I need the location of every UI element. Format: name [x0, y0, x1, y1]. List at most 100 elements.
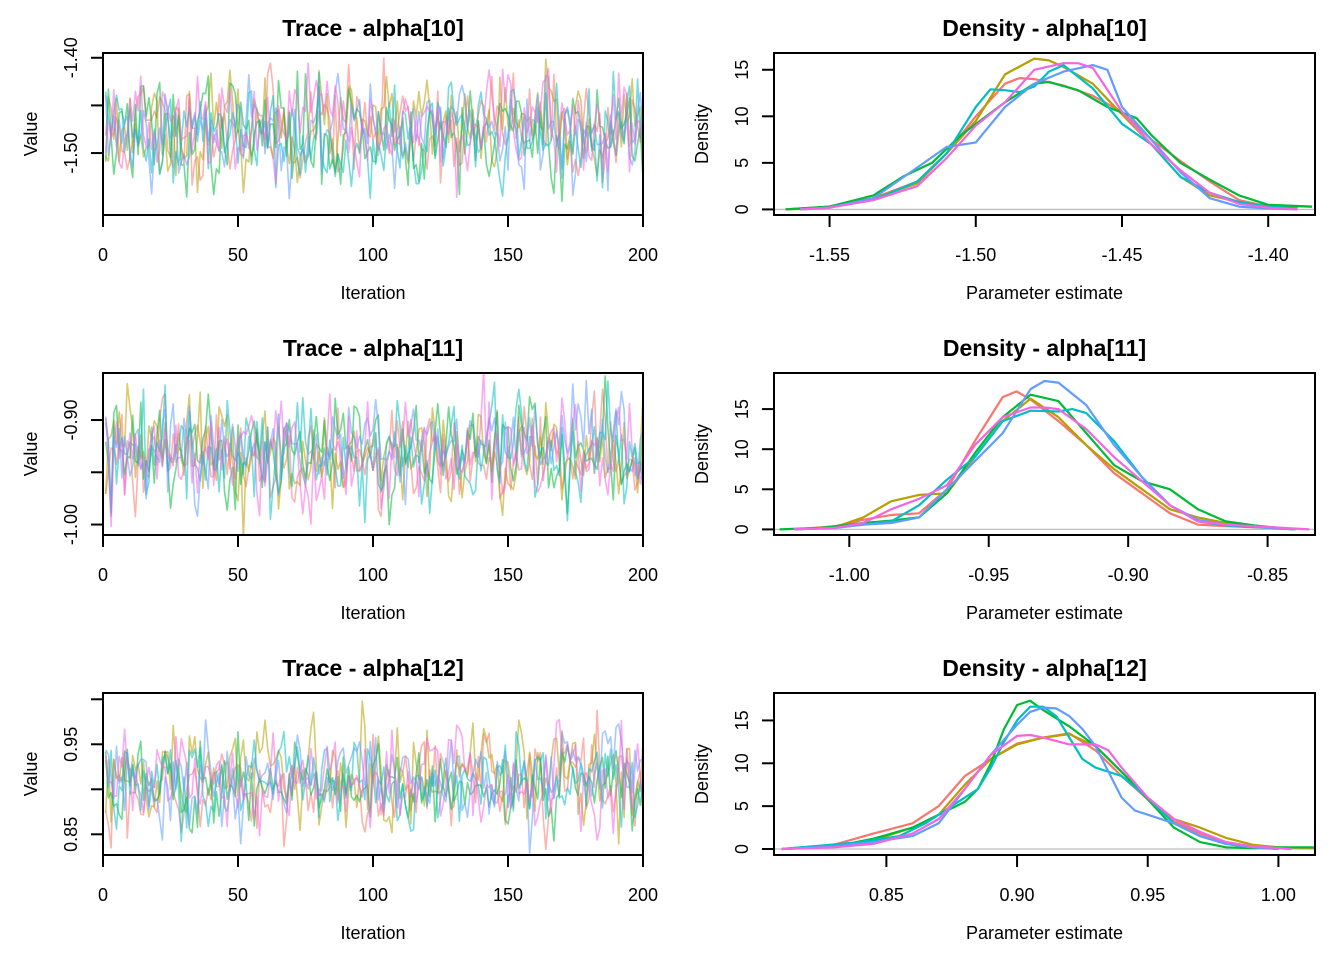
y-tick-label: -0.90: [61, 400, 81, 441]
y-tick-label: -1.50: [61, 133, 81, 174]
chart-title: Trace - alpha[11]: [283, 335, 463, 361]
y-tick-label: 15: [732, 710, 752, 730]
panel-density-5: Density - alpha[12] Parameter estimate Den…: [692, 655, 1316, 943]
x-tick-label: 150: [493, 885, 523, 905]
x-tick-label: 200: [628, 885, 658, 905]
plot-area: [104, 57, 643, 203]
panel-trace-2: Trace - alpha[11] Iteration Value 0 50 100 150…: [21, 335, 658, 623]
x-tick-label: -1.45: [1101, 245, 1142, 265]
trace-line-chain-6: [104, 718, 643, 841]
x-tick-label: -1.50: [955, 245, 996, 265]
trace-line-chain-6: [104, 62, 643, 199]
x-tick-label: 0.90: [1000, 885, 1035, 905]
x-tick-label: 200: [628, 245, 658, 265]
plot-area: [774, 57, 1315, 211]
y-tick-label: 5: [732, 484, 752, 494]
y-tick-label: 15: [732, 399, 752, 419]
x-tick-label: 50: [228, 885, 248, 905]
x-tick-label: 100: [358, 565, 388, 585]
x-tick-label: 0: [98, 565, 108, 585]
density-line-chain-5: [800, 63, 1298, 211]
x-axis-label: Parameter estimate: [966, 603, 1123, 623]
x-axis-label: Iteration: [340, 603, 405, 623]
x-tick-label: 100: [358, 245, 388, 265]
chart-title: Trace - alpha[12]: [282, 655, 464, 681]
y-axis-label: Density: [692, 104, 712, 164]
density-line-chain-1: [785, 76, 1298, 211]
x-tick-label: 0: [98, 245, 108, 265]
y-tick-label: 0: [732, 524, 752, 534]
trace-line-chain-3: [104, 375, 643, 526]
trace-line-chain-5: [105, 719, 643, 854]
y-axis-label: Density: [692, 744, 712, 804]
x-tick-label: 1.00: [1261, 885, 1296, 905]
y-tick-label: 10: [732, 439, 752, 459]
density-line-chain-3: [781, 699, 1315, 851]
x-tick-label: -0.95: [968, 565, 1009, 585]
panel-trace-4: Trace - alpha[12] Iteration Value 0 50 100 150…: [21, 655, 658, 943]
x-tick-label: 50: [228, 565, 248, 585]
x-tick-label: -0.90: [1108, 565, 1149, 585]
panel-density-1: Density - alpha[10] Parameter estimate Den…: [692, 15, 1316, 303]
chart-title: Density - alpha[10]: [942, 15, 1147, 41]
plot-area: [104, 373, 643, 535]
trace-line-chain-5: [104, 379, 643, 518]
trace-line-chain-6: [104, 373, 643, 528]
x-tick-label: -1.40: [1248, 245, 1289, 265]
density-line-chain-6: [781, 733, 1292, 851]
density-line-chain-2: [793, 397, 1296, 531]
x-axis-label: Parameter estimate: [966, 283, 1123, 303]
plot-area: [774, 699, 1315, 851]
density-line-chain-3: [785, 80, 1313, 211]
x-tick-label: -0.85: [1247, 565, 1288, 585]
density-line-chain-2: [781, 732, 1315, 851]
plot-area: [774, 379, 1315, 531]
trace-line-chain-3: [104, 70, 643, 203]
plot-frame: [773, 52, 1316, 216]
y-tick-label: 10: [732, 753, 752, 773]
density-line-chain-3: [779, 393, 1296, 531]
x-axis-label: Iteration: [340, 283, 405, 303]
y-tick-label: 5: [732, 158, 752, 168]
y-tick-label: 5: [732, 801, 752, 811]
panel-density-3: Density - alpha[11] Parameter estimate Den…: [692, 335, 1316, 623]
x-axis-label: Iteration: [340, 923, 405, 943]
x-tick-label: -1.55: [809, 245, 850, 265]
y-tick-label: 15: [732, 60, 752, 80]
plot-frame: [773, 692, 1316, 856]
x-tick-label: -1.00: [829, 565, 870, 585]
y-axis-label: Value: [21, 752, 41, 797]
chart-title: Trace - alpha[10]: [282, 15, 464, 41]
y-tick-label: -1.40: [61, 37, 81, 78]
x-tick-label: 200: [628, 565, 658, 585]
y-tick-label: -1.00: [61, 504, 81, 545]
y-axis-label: Value: [21, 112, 41, 157]
panel-trace-0: Trace - alpha[10] Iteration Value 0 50 100 150…: [21, 15, 658, 303]
x-tick-label: 50: [228, 245, 248, 265]
x-tick-label: 100: [358, 885, 388, 905]
plot-frame: [773, 372, 1316, 536]
x-axis-label: Parameter estimate: [966, 923, 1123, 943]
y-tick-label: 0.85: [61, 817, 81, 852]
density-line-chain-4: [793, 408, 1296, 531]
chart-title: Density - alpha[11]: [943, 335, 1146, 361]
x-tick-label: 0.85: [869, 885, 904, 905]
y-tick-label: 0.95: [61, 727, 81, 762]
density-line-chain-4: [781, 705, 1279, 851]
density-line-chain-5: [781, 706, 1279, 851]
y-axis-label: Density: [692, 424, 712, 484]
plot-area: [104, 700, 643, 854]
x-tick-label: 150: [493, 565, 523, 585]
density-line-chain-6: [793, 406, 1310, 531]
y-tick-label: 0: [732, 844, 752, 854]
y-tick-label: 0: [732, 204, 752, 214]
trace-line-chain-1: [104, 57, 643, 186]
y-tick-label: 10: [732, 106, 752, 126]
density-line-chain-5: [793, 379, 1296, 531]
chart-title: Density - alpha[12]: [942, 655, 1147, 681]
x-tick-label: 150: [493, 245, 523, 265]
y-axis-label: Value: [21, 432, 41, 477]
x-tick-label: 0: [98, 885, 108, 905]
density-line-chain-1: [781, 732, 1292, 851]
